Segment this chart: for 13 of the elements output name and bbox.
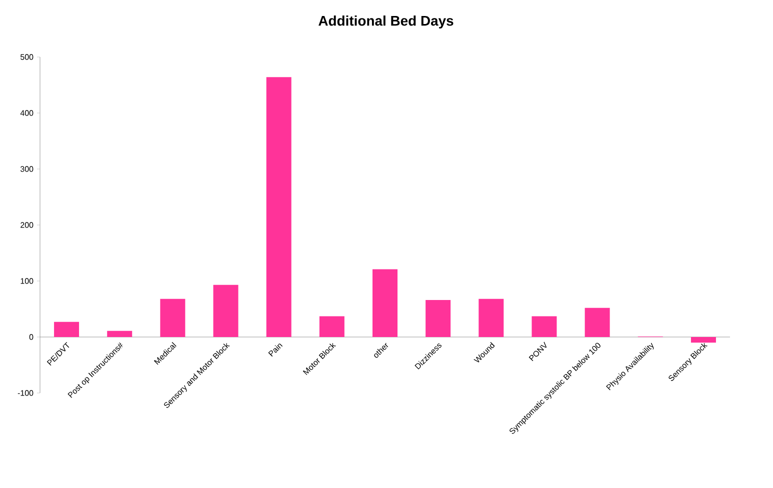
bar: [54, 322, 80, 337]
bar: [266, 77, 292, 337]
bar: [213, 284, 238, 337]
bar: [690, 337, 716, 343]
bar: [426, 300, 451, 337]
bar: [372, 269, 398, 337]
bar: [532, 316, 557, 337]
bar: [107, 330, 132, 337]
bar: [319, 316, 344, 337]
chart-title: Additional Bed Days: [318, 15, 454, 28]
bar: [584, 308, 610, 337]
bar: [160, 298, 186, 337]
bar: [478, 298, 504, 337]
